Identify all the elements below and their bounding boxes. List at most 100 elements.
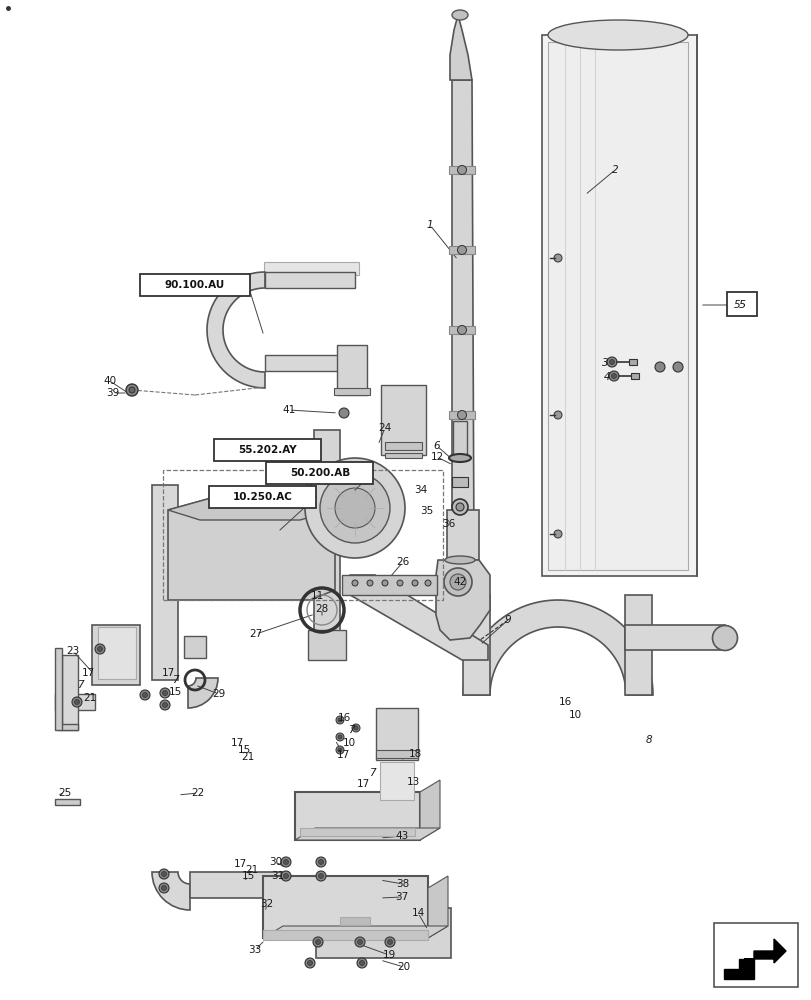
Circle shape xyxy=(283,874,288,878)
Bar xyxy=(446,510,478,560)
Bar xyxy=(380,385,426,455)
Polygon shape xyxy=(207,272,264,388)
Bar xyxy=(375,750,418,758)
Bar xyxy=(453,421,466,456)
Circle shape xyxy=(457,245,466,254)
Bar xyxy=(184,636,206,658)
Text: 42: 42 xyxy=(453,577,466,587)
Circle shape xyxy=(142,692,148,698)
Bar xyxy=(264,355,345,371)
Bar xyxy=(541,35,696,576)
Circle shape xyxy=(351,580,358,586)
Text: 7: 7 xyxy=(171,675,178,685)
Bar xyxy=(629,359,636,365)
Circle shape xyxy=(305,958,315,968)
Bar xyxy=(294,792,419,840)
Circle shape xyxy=(456,503,463,511)
Text: 15: 15 xyxy=(241,871,255,881)
Circle shape xyxy=(397,580,402,586)
Circle shape xyxy=(129,387,135,393)
Text: 37: 37 xyxy=(395,892,408,902)
Circle shape xyxy=(318,874,323,878)
Bar xyxy=(58,724,78,730)
Circle shape xyxy=(161,871,166,876)
Text: 39: 39 xyxy=(106,388,119,398)
Circle shape xyxy=(337,748,341,752)
Bar xyxy=(263,930,427,940)
Circle shape xyxy=(357,939,362,944)
Bar xyxy=(152,485,178,680)
Text: 35: 35 xyxy=(420,506,433,516)
Circle shape xyxy=(354,726,358,730)
Text: 11: 11 xyxy=(310,591,324,601)
Circle shape xyxy=(315,939,320,944)
Text: 55.202.AY: 55.202.AY xyxy=(238,445,297,455)
Text: 21: 21 xyxy=(84,693,97,703)
Text: 22: 22 xyxy=(191,788,204,798)
Text: 5: 5 xyxy=(737,300,744,310)
Circle shape xyxy=(162,702,167,708)
Text: 17: 17 xyxy=(336,750,350,760)
Circle shape xyxy=(337,718,341,722)
Bar xyxy=(55,694,95,710)
Text: 36: 36 xyxy=(442,519,455,529)
Bar xyxy=(333,388,370,395)
Text: 14: 14 xyxy=(411,908,424,918)
Bar xyxy=(384,453,422,458)
Bar xyxy=(380,762,414,800)
Bar xyxy=(337,345,367,395)
Circle shape xyxy=(315,857,325,867)
Polygon shape xyxy=(452,80,474,558)
Ellipse shape xyxy=(452,10,467,20)
Text: 21: 21 xyxy=(241,752,255,762)
Circle shape xyxy=(611,373,616,378)
Text: 7: 7 xyxy=(368,768,375,778)
Text: 19: 19 xyxy=(382,950,395,960)
Text: 32: 32 xyxy=(260,899,273,909)
FancyBboxPatch shape xyxy=(139,274,250,296)
Bar xyxy=(340,917,370,925)
Circle shape xyxy=(457,166,466,175)
Circle shape xyxy=(449,574,466,590)
Circle shape xyxy=(126,384,138,396)
Bar xyxy=(314,430,340,660)
Circle shape xyxy=(672,362,682,372)
Circle shape xyxy=(95,644,105,654)
Bar xyxy=(448,246,474,254)
Bar xyxy=(624,595,651,695)
Text: 23: 23 xyxy=(67,646,79,656)
Bar xyxy=(190,872,285,898)
Wedge shape xyxy=(188,678,217,708)
Circle shape xyxy=(318,859,323,864)
Text: 29: 29 xyxy=(212,689,225,699)
Text: 18: 18 xyxy=(408,749,421,759)
Circle shape xyxy=(320,473,389,543)
Text: 13: 13 xyxy=(406,777,419,787)
Text: 38: 38 xyxy=(396,879,409,889)
Circle shape xyxy=(553,530,561,538)
Circle shape xyxy=(457,410,466,420)
Text: 7: 7 xyxy=(347,725,354,735)
Bar xyxy=(448,326,474,334)
Text: 17: 17 xyxy=(81,668,95,678)
Text: 20: 20 xyxy=(397,962,410,972)
Text: 17: 17 xyxy=(161,668,174,678)
Bar xyxy=(375,708,418,760)
Circle shape xyxy=(336,716,344,724)
Text: 7: 7 xyxy=(76,680,84,690)
Bar xyxy=(452,477,467,487)
Bar xyxy=(264,262,358,275)
Circle shape xyxy=(387,939,392,944)
Bar xyxy=(384,442,422,450)
Text: 9: 9 xyxy=(504,615,511,625)
Circle shape xyxy=(357,958,367,968)
Polygon shape xyxy=(294,828,440,840)
Bar xyxy=(98,627,135,679)
Text: 10.250.AC: 10.250.AC xyxy=(233,492,293,502)
Bar xyxy=(462,595,489,695)
Polygon shape xyxy=(345,575,487,660)
Bar xyxy=(307,630,345,660)
Text: 10: 10 xyxy=(342,738,355,748)
Bar xyxy=(624,625,724,650)
Bar xyxy=(62,655,78,730)
